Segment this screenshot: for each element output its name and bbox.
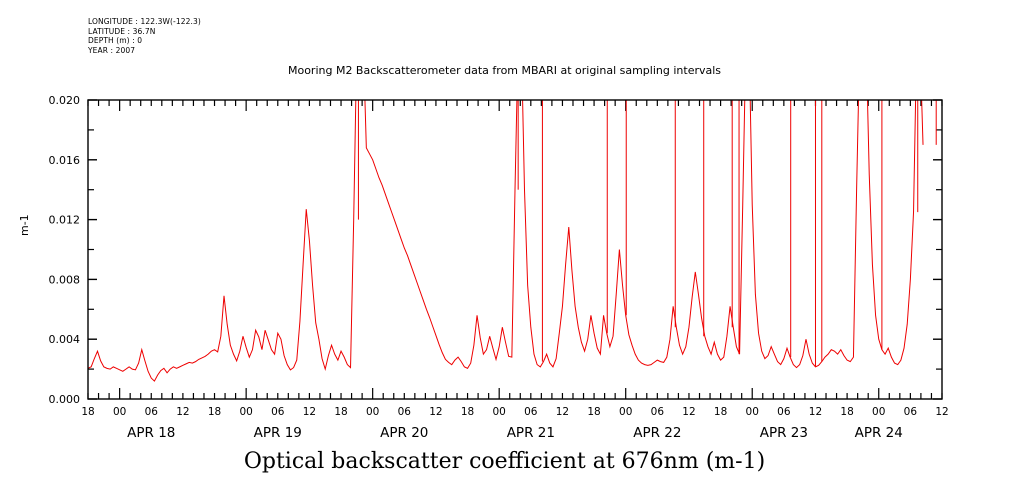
x-hour-tick-label: 06 [904, 406, 918, 418]
x-hour-tick-label: 06 [398, 406, 412, 418]
y-tick-label: 0.020 [49, 94, 81, 107]
chart-title: Mooring M2 Backscatterometer data from M… [287, 64, 722, 77]
metadata-longitude: LONGITUDE : 122.3W(-122.3) [88, 17, 201, 26]
x-day-label: APR 23 [760, 425, 808, 441]
y-axis-ticks: 0.000 0.004 0.008 0.012 0.016 0.020 [49, 94, 942, 406]
x-hour-tick-label: 18 [208, 406, 221, 418]
x-hour-tick-label: 18 [587, 406, 600, 418]
x-hour-tick-label: 00 [619, 406, 632, 418]
x-hour-tick-label: 00 [746, 406, 759, 418]
x-hour-tick-label: 06 [524, 406, 538, 418]
x-hour-tick-label: 06 [651, 406, 665, 418]
data-series-layer [88, 100, 937, 382]
x-hour-tick-label: 18 [81, 406, 94, 418]
x-hour-tick-label: 12 [556, 406, 569, 418]
y-tick-label: 0.000 [49, 393, 81, 406]
x-day-label: APR 22 [633, 425, 681, 441]
x-day-label: APR 20 [380, 425, 428, 441]
x-hour-tick-label: 06 [271, 406, 285, 418]
x-hour-tick-label: 00 [239, 406, 252, 418]
x-hour-tick-label: 06 [145, 406, 159, 418]
x-axis-ticks [87, 100, 943, 399]
x-hour-tick-label: 00 [492, 406, 505, 418]
x-day-label: APR 21 [507, 425, 555, 441]
y-tick-label: 0.012 [49, 214, 81, 227]
metadata-year: YEAR : 2007 [88, 45, 136, 55]
x-hour-tick-label: 18 [840, 406, 853, 418]
metadata-latitude: LATITUDE : 36.7N [88, 26, 156, 36]
x-hour-tick-label: 00 [113, 406, 126, 418]
plot-frame [87, 99, 943, 400]
x-hour-tick-label: 12 [176, 406, 189, 418]
x-hour-tick-label: 12 [682, 406, 695, 418]
x-day-label: APR 24 [855, 425, 903, 441]
x-hour-tick-label: 18 [334, 406, 347, 418]
y-tick-label: 0.004 [49, 333, 81, 346]
y-axis-label: m-1 [18, 214, 31, 236]
x-hour-tick-label: 12 [809, 406, 822, 418]
x-axis-labels: 18 00 06 12 18 00 06 12 18 00 06 12 18 00 06 12 18 00 06 12… [81, 406, 948, 441]
x-hour-tick-label: 12 [303, 406, 316, 418]
x-hour-tick-label: 00 [366, 406, 379, 418]
metadata-depth: DEPTH (m) : 0 [88, 36, 143, 46]
x-day-label: APR 19 [254, 425, 302, 441]
x-hour-tick-label: 18 [461, 406, 474, 418]
y-tick-label: 0.008 [49, 273, 81, 286]
x-hour-tick-label: 06 [777, 406, 791, 418]
x-hour-tick-label: 12 [429, 406, 442, 418]
y-tick-label: 0.016 [49, 154, 81, 167]
metadata-block: LONGITUDE : 122.3W(-122.3) LATITUDE : 36… [88, 17, 201, 55]
x-hour-tick-label: 00 [872, 406, 885, 418]
figure-caption: Optical backscatter coefficient at 676nm… [243, 449, 766, 474]
x-day-label: APR 18 [127, 425, 175, 441]
x-hour-tick-label: 12 [935, 406, 948, 418]
x-hour-tick-label: 18 [714, 406, 727, 418]
data-line-bb676 [88, 100, 924, 382]
